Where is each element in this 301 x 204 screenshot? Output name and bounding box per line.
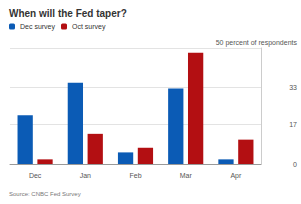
svg-text:Feb: Feb bbox=[129, 172, 141, 179]
svg-text:Dec: Dec bbox=[29, 172, 42, 179]
svg-text:17: 17 bbox=[289, 121, 297, 128]
svg-text:Apr: Apr bbox=[230, 172, 242, 180]
svg-text:Oct survey: Oct survey bbox=[72, 23, 106, 31]
svg-text:When will the Fed taper?: When will the Fed taper? bbox=[9, 8, 127, 19]
svg-text:50 percent of respondents: 50 percent of respondents bbox=[216, 39, 298, 47]
svg-text:Jan: Jan bbox=[80, 172, 91, 179]
svg-text:0: 0 bbox=[293, 161, 297, 168]
svg-text:33: 33 bbox=[289, 84, 297, 91]
svg-text:Dec survey: Dec survey bbox=[20, 23, 56, 31]
svg-text:Mar: Mar bbox=[180, 172, 193, 179]
svg-text:Source: CNBC Fed Survey: Source: CNBC Fed Survey bbox=[9, 191, 81, 197]
